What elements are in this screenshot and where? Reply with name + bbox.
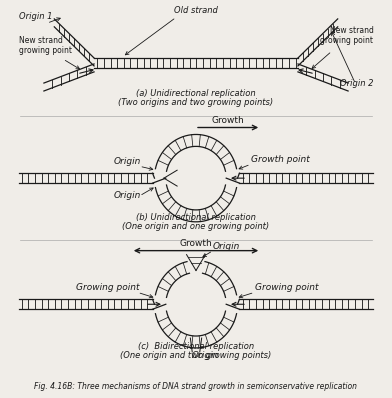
Text: Origin: Origin	[114, 191, 141, 200]
Text: Growth: Growth	[180, 239, 212, 248]
Text: (c)  Bidirectional replication: (c) Bidirectional replication	[138, 342, 254, 351]
Text: Old strand: Old strand	[174, 6, 218, 15]
Text: New strand
growing point: New strand growing point	[18, 36, 72, 55]
Text: Fig. 4.16B: Three mechanisms of DNA strand growth in semiconservative replicatio: Fig. 4.16B: Three mechanisms of DNA stra…	[34, 382, 358, 391]
Text: Origin: Origin	[213, 242, 240, 251]
Text: Growing point: Growing point	[254, 283, 318, 293]
Text: (One origin and one growing point): (One origin and one growing point)	[122, 222, 270, 231]
Text: Origin: Origin	[192, 351, 219, 360]
Text: (One origin and two growing points): (One origin and two growing points)	[120, 351, 272, 360]
Text: New strand
growing point: New strand growing point	[320, 26, 374, 45]
Text: (a) Unidirectional replication: (a) Unidirectional replication	[136, 89, 256, 98]
Text: (b) Unidirectional replication: (b) Unidirectional replication	[136, 213, 256, 222]
Text: Growth: Growth	[212, 115, 245, 125]
Text: (Two origins and two growing points): (Two origins and two growing points)	[118, 98, 274, 107]
Text: Origin 2: Origin 2	[340, 79, 374, 88]
Text: Growing point: Growing point	[76, 283, 140, 293]
Text: Growth point: Growth point	[251, 155, 310, 164]
Text: Origin 1: Origin 1	[18, 12, 52, 21]
Text: Origin: Origin	[114, 157, 141, 166]
